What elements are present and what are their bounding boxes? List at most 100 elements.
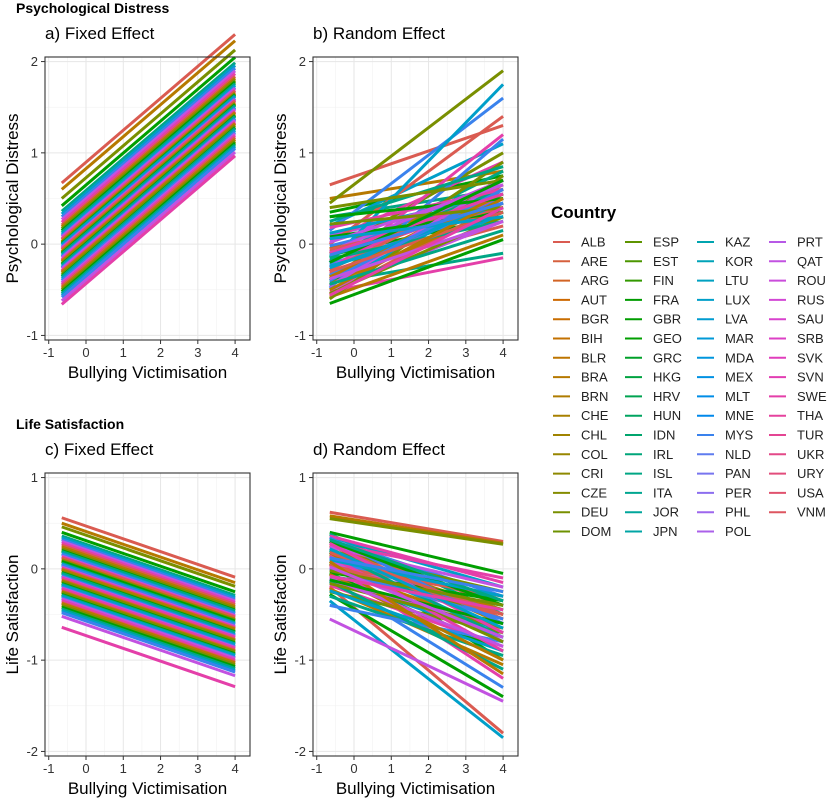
series-line-deu [329, 517, 504, 546]
x-tick-label: 3 [194, 345, 201, 360]
series-line-mys [61, 552, 236, 616]
series-line-qat [61, 614, 236, 678]
series-line-qat [329, 565, 504, 639]
panel-b-random-effect: b) Random Effect -1 0 1 2 3 4 -1 0 1 2 Bullying Vi… [271, 24, 519, 382]
panel-d-random-effect: d) Random Effect -1 0 1 2 3 4 -2 -1 0 1 Bullying V… [271, 440, 519, 798]
series-line-lux [60, 64, 237, 216]
y-axis-title: Psychological Distress [271, 113, 290, 283]
series-line-lux [61, 594, 236, 658]
series-line-swe [61, 576, 236, 639]
legend-label-cri: CRI [581, 466, 603, 481]
section-title-life-satisfaction: Life Satisfaction [16, 416, 124, 432]
legend-label-per: PER [725, 485, 752, 500]
x-tick-label: 0 [82, 761, 89, 776]
legend-label-ita: ITA [653, 485, 673, 500]
panel-border [44, 472, 251, 757]
series-line-mys [61, 563, 236, 627]
x-axis-title: Bullying Victimisation [336, 363, 495, 382]
series-line-bra [61, 568, 236, 631]
legend-label-tur: TUR [797, 428, 824, 443]
series-line-mys [60, 67, 237, 218]
x-tick-label: 4 [231, 345, 238, 360]
series-line-geo [329, 178, 504, 264]
series-line-isl [61, 534, 236, 597]
y-tick-label: -2 [26, 744, 38, 759]
legend-label-mda: MDA [725, 350, 754, 365]
series-line-lux [61, 609, 236, 672]
legend-label-dom: DOM [581, 524, 611, 539]
series-line-geo [61, 530, 236, 594]
series-line-mys [328, 96, 505, 232]
series-line-geo [61, 605, 236, 669]
legend-label-sau: SAU [797, 312, 824, 327]
panel-border [44, 56, 251, 341]
legend-label-mne: MNE [725, 408, 754, 423]
series-line-bra [329, 233, 504, 299]
y-tick-label: -2 [294, 744, 306, 759]
series-line-deu [61, 603, 236, 667]
series-line-deu [61, 580, 236, 643]
panel-title: d) Random Effect [313, 440, 445, 459]
panel-title: a) Fixed Effect [45, 24, 155, 43]
x-tick-label: -1 [311, 345, 323, 360]
series-line-qat [60, 69, 237, 221]
y-tick-label: 1 [299, 470, 306, 485]
x-axis-title: Bullying Victimisation [68, 779, 227, 798]
series-line-alb [61, 543, 236, 606]
legend-label-ury: URY [797, 466, 825, 481]
y-tick-label: -1 [294, 653, 306, 668]
series-line-swe [60, 72, 237, 224]
panel-a-fixed-effect: a) Fixed Effect -1 0 1 2 3 4 -1 0 1 2 Bullying Vic… [3, 24, 251, 382]
y-tick-label: 2 [299, 54, 306, 69]
legend-title: Country [551, 203, 617, 222]
legend-label-rus: RUS [797, 292, 825, 307]
series-line-swe [329, 192, 504, 255]
legend-label-are: ARE [581, 254, 608, 269]
legend-label-isl: ISL [653, 466, 673, 481]
x-tick-label: 2 [425, 345, 432, 360]
legend-label-pol: POL [725, 524, 751, 539]
x-tick-label: -1 [43, 345, 55, 360]
series-line-alb [60, 33, 237, 185]
y-tick-label: 0 [299, 561, 306, 576]
panel-title: c) Fixed Effect [45, 440, 154, 459]
legend-label-che: CHE [581, 408, 609, 423]
legend-label-hun: HUN [653, 408, 681, 423]
legend-label-deu: DEU [581, 505, 608, 520]
series-line-swe [60, 154, 237, 306]
series-line-isl [61, 550, 236, 613]
legend-label-arg: ARG [581, 273, 609, 288]
x-tick-label: 1 [120, 345, 127, 360]
legend-label-pan: PAN [725, 466, 751, 481]
legend-label-vnm: VNM [797, 505, 826, 520]
y-axis-title: Psychological Distress [3, 113, 22, 283]
legend-label-aut: AUT [581, 292, 607, 307]
section-title-psychological-distress: Psychological Distress [16, 0, 170, 16]
y-tick-label: 1 [31, 470, 38, 485]
legend-label-blr: BLR [581, 350, 606, 365]
legend-label-kaz: KAZ [725, 235, 750, 250]
legend-label-geo: GEO [653, 331, 682, 346]
series-line-lux [61, 583, 236, 647]
series-line-swe [329, 534, 504, 584]
legend-label-qat: QAT [797, 254, 823, 269]
series-line-alb [61, 556, 236, 619]
series-line-alb [329, 124, 504, 187]
series-line-qat [329, 617, 504, 703]
legend-label-hkg: HKG [653, 370, 681, 385]
series-line-deu [60, 48, 237, 200]
series-line-swe [61, 587, 236, 650]
y-tick-label: 1 [299, 145, 306, 160]
series-line-bra [61, 521, 236, 585]
panel-border [312, 472, 519, 757]
legend-label-alb: ALB [581, 235, 606, 250]
legend-label-irl: IRL [653, 447, 673, 462]
legend-label-swe: SWE [797, 389, 827, 404]
series-line-swe [61, 541, 236, 605]
x-tick-label: -1 [43, 761, 55, 776]
y-tick-label: 0 [31, 237, 38, 252]
series-line-alb [61, 516, 236, 579]
series-line-lux [328, 599, 505, 739]
x-tick-label: 2 [157, 761, 164, 776]
x-tick-label: 3 [462, 345, 469, 360]
